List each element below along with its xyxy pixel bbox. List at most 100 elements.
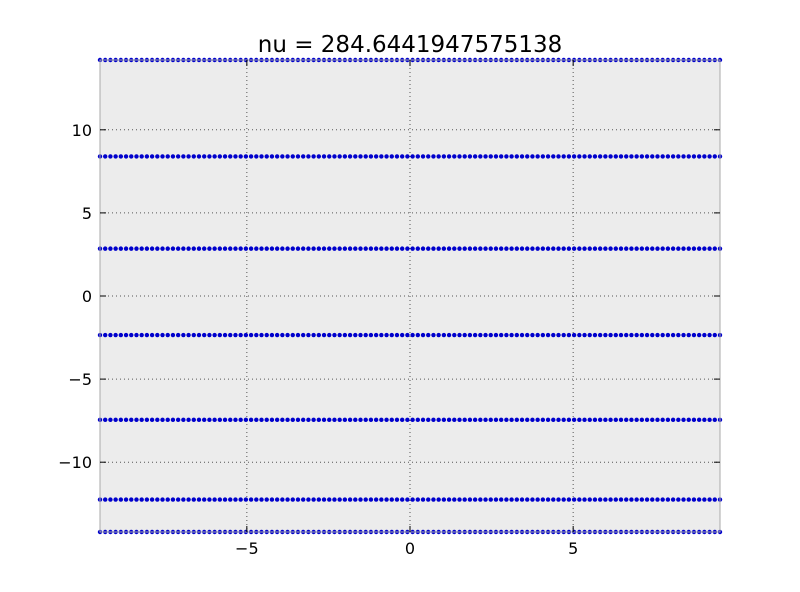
data-point [655,332,660,338]
data-point [202,417,207,423]
data-point [472,417,478,423]
data-point [248,417,254,423]
data-point [202,246,207,251]
data-point [712,417,717,423]
data-point [551,154,556,159]
data-point [139,154,144,159]
data-point [472,332,478,338]
data-point [238,246,243,251]
data-point [113,497,118,502]
data-point [342,246,348,251]
data-point [165,154,170,159]
data-point [264,332,269,338]
data-point [545,417,551,423]
data-point [556,332,561,338]
data-point [472,246,478,251]
data-point [670,246,676,251]
data-point [696,246,702,251]
data-point [530,332,535,338]
data-point [540,246,546,251]
data-point [493,332,499,338]
data-point [410,246,415,251]
data-point [399,497,405,502]
data-point [394,154,400,159]
data-point [446,246,452,251]
data-point [446,497,452,502]
data-point [446,154,452,159]
data-point [186,417,191,423]
data-point [571,154,577,159]
data-point [519,246,525,251]
data-point [691,497,697,502]
data-point [212,497,217,502]
data-point [665,154,671,159]
data-point [452,246,457,251]
data-point [696,497,702,502]
data-point [540,417,546,423]
data-point [290,154,295,159]
data-point [582,332,587,338]
data-point [431,332,436,338]
data-point [399,154,405,159]
data-point [629,497,634,502]
data-point [144,332,150,338]
data-point [181,332,186,338]
data-point [650,246,655,251]
data-point [509,417,514,423]
data-point [577,332,582,338]
data-point [379,246,384,251]
data-point [426,417,431,423]
data-point [488,246,493,251]
data-point [160,417,165,423]
data-point [566,246,572,251]
data-point [290,246,295,251]
data-point [295,417,301,423]
data-point [300,417,306,423]
data-point [483,497,488,502]
data-point [707,417,712,423]
data-point [681,497,686,502]
data-point [139,417,144,423]
data-point [384,417,389,423]
data-point [300,497,306,502]
data-point [274,417,280,423]
data-point [222,417,228,423]
data-point [269,417,275,423]
data-point [467,154,473,159]
data-point [290,417,295,423]
data-point [405,417,410,423]
data-point [629,246,634,251]
data-point [321,497,327,502]
data-point [103,154,108,159]
y-tick-label: −10 [58,453,92,472]
data-point [285,154,290,159]
data-point [295,154,301,159]
y-tick-label: 0 [82,287,92,306]
data-point [540,154,546,159]
data-point [405,246,410,251]
data-point [670,417,676,423]
data-point [571,246,577,251]
data-point [681,417,686,423]
data-point [280,332,285,338]
data-point [525,497,530,502]
data-point [462,417,467,423]
data-point [160,154,165,159]
data-point [259,417,264,423]
data-point [103,332,108,338]
data-point [702,154,707,159]
data-point [624,332,629,338]
data-point [556,246,561,251]
data-point [644,417,650,423]
data-point [405,332,410,338]
data-point [311,417,316,423]
data-point [134,417,139,423]
data-point [691,246,697,251]
data-point [222,497,228,502]
data-point [436,332,441,338]
data-point [212,332,217,338]
data-point [467,246,473,251]
data-point [665,497,671,502]
data-point [207,332,212,338]
